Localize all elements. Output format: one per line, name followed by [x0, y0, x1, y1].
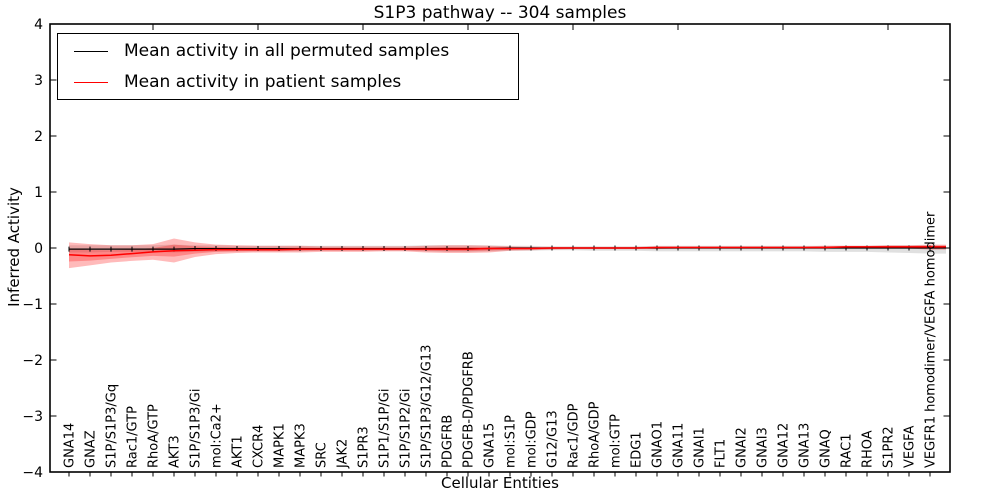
x-tick-label: RhoA/GDP [588, 401, 603, 468]
x-tick-label: VEGFA [903, 426, 918, 468]
y-tick-label: 1 [34, 185, 43, 201]
x-tick-label: mol:Ca2+ [210, 403, 225, 468]
x-tick-label: RHOA [861, 430, 876, 468]
x-tick-label: PDGFRB [441, 415, 456, 468]
y-tick-label: 4 [34, 17, 43, 33]
x-tick-label: GNA14 [63, 423, 78, 468]
legend-item-patient: Mean activity in patient samples [58, 68, 518, 96]
x-tick-label: GNAQ [819, 429, 834, 468]
y-tick-labels: 4 3 2 1 0 −1 −2 −3 −4 [22, 17, 43, 481]
x-tick-label: RhoA/GTP [147, 404, 162, 468]
x-tick-label: MAPK3 [294, 423, 309, 468]
x-tick-label: RAC1 [840, 433, 855, 468]
x-tick-label: GNAI3 [756, 427, 771, 468]
x-tick-label: VEGFR1 homodimer/VEGFA homodimer [924, 211, 939, 468]
x-tick-label: S1P/S1P3/Gq [105, 384, 120, 468]
x-tick-label: S1PR3 [357, 426, 372, 468]
x-tick-label: MAPK1 [273, 423, 288, 468]
y-tick-label: −1 [22, 297, 43, 313]
x-tick-label: GNAO1 [651, 421, 666, 468]
x-tick-label: GNA12 [777, 423, 792, 468]
x-tick-label: mol:GDP [525, 411, 540, 468]
x-tick-label: S1P1/S1P/Gi [378, 389, 393, 468]
legend: Mean activity in all permuted samples Me… [57, 33, 519, 100]
bands [69, 238, 946, 269]
x-tick-label: mol:GTP [609, 414, 624, 468]
y-tick-label: −4 [22, 465, 43, 481]
x-tick-label: AKT3 [168, 435, 183, 468]
x-tick-label: PDGFB-D/PDGFRB [462, 351, 477, 468]
patient-mean-line [68, 246, 946, 257]
legend-label: Mean activity in all permuted samples [124, 41, 450, 61]
series-lines [68, 245, 946, 257]
permuted-line-swatch [74, 50, 108, 52]
x-tick-labels: GNA14 GNAZ S1P/S1P3/Gq Rac1/GTP RhoA/GTP AKT3… [63, 211, 939, 469]
x-tick-label: AKT1 [231, 435, 246, 468]
y-tick-label: 3 [34, 73, 43, 89]
y-tick-label: 0 [34, 241, 43, 257]
x-tick-label: Rac1/GDP [567, 403, 582, 468]
plot-frame [49, 23, 951, 473]
chart-title: S1P3 pathway -- 304 samples [373, 3, 627, 23]
x-tick-label: mol:S1P [504, 415, 519, 468]
x-tick-label: CXCR4 [252, 425, 267, 468]
x-tick-label: JAK2 [336, 439, 351, 469]
x-tick-label: Rac1/GTP [126, 406, 141, 468]
x-tick-label: GNAZ [84, 430, 99, 468]
patient-line-swatch [74, 81, 108, 83]
x-tick-label: GNA13 [798, 423, 813, 468]
legend-item-permuted: Mean activity in all permuted samples [58, 37, 518, 65]
x-tick-label: GNAI2 [735, 427, 750, 468]
x-tick-label: S1PR2 [882, 426, 897, 468]
y-tick-label: 2 [34, 129, 43, 145]
x-tick-label: GNAI1 [693, 427, 708, 468]
x-tick-label: EDG1 [630, 431, 645, 468]
y-tick-label: −3 [22, 409, 43, 425]
y-axis-title: Inferred Activity [5, 187, 23, 307]
x-tick-label: S1P/S1P3/Gi [189, 389, 204, 468]
x-axis-title: Cellular Entities [441, 474, 559, 492]
patient-samples-range-band [69, 238, 946, 269]
x-tick-label: S1P/S1P3/G12/G13 [420, 345, 435, 468]
legend-label: Mean activity in patient samples [124, 72, 402, 92]
x-tick-label: SRC [315, 442, 330, 468]
x-tick-label: S1P/S1P2/Gi [399, 389, 414, 468]
x-tick-label: GNA11 [672, 423, 687, 468]
x-tick-label: FLT1 [714, 439, 729, 468]
y-tick-label: −2 [22, 353, 43, 369]
x-tick-label: G12/G13 [546, 410, 561, 468]
x-tick-label: GNA15 [483, 423, 498, 468]
